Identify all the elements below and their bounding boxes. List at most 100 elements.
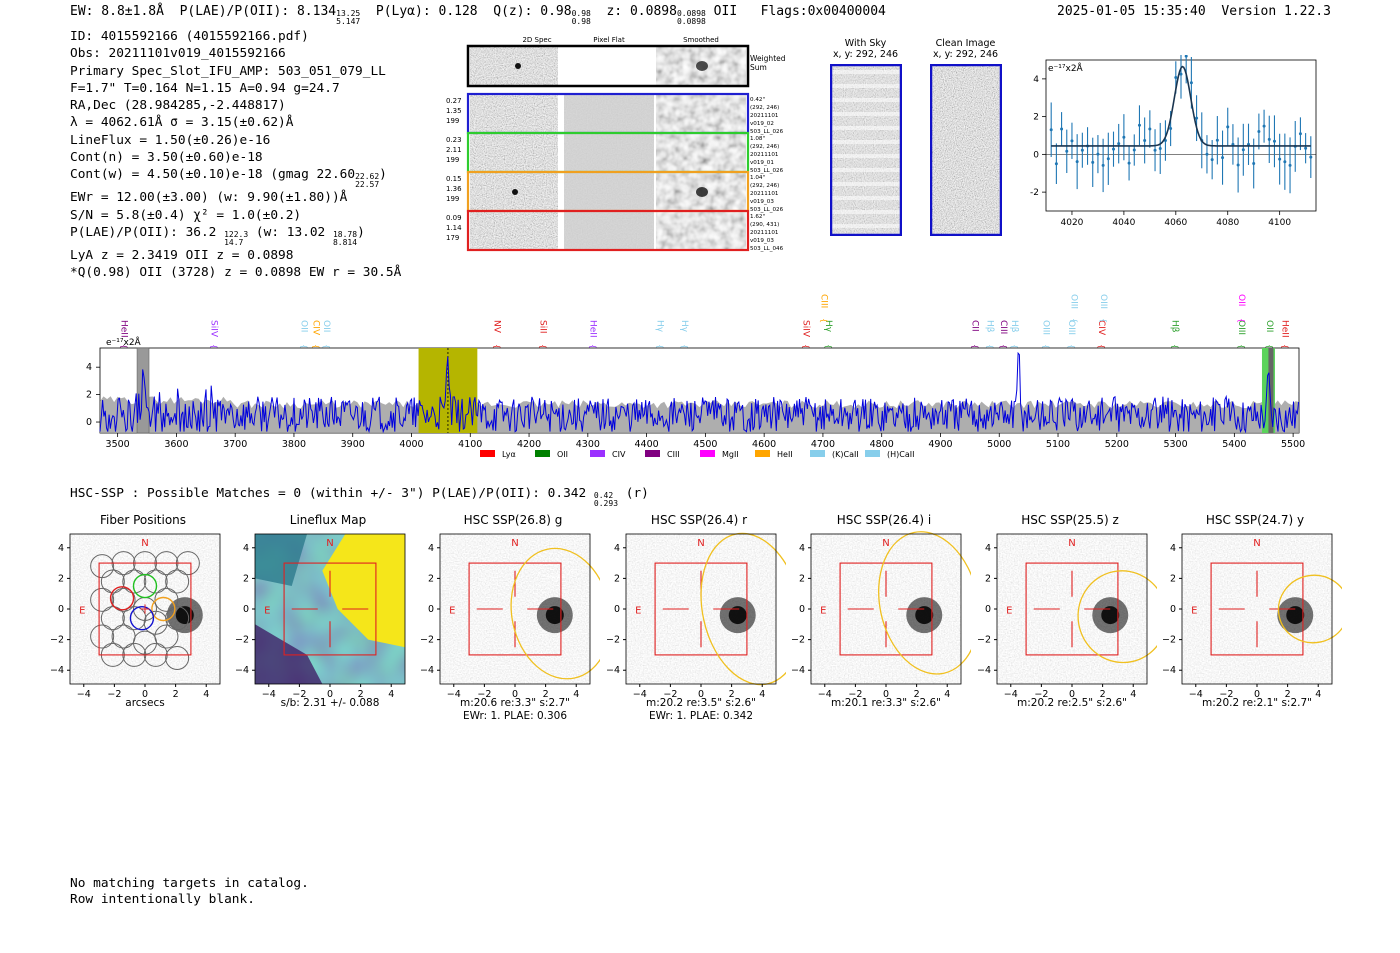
- galaxy-core: [1101, 606, 1120, 625]
- legend-label: CIII: [667, 450, 680, 459]
- cutout-y-tick: −2: [50, 635, 64, 646]
- galaxy-core: [1286, 606, 1305, 625]
- sky-fiber-stripe: [830, 140, 902, 144]
- cutout-y-tick: 4: [58, 543, 64, 554]
- spectral-line-label: OIII {: [1040, 320, 1050, 349]
- plae-hi: 13.25: [336, 9, 361, 18]
- clean-title-text: Clean Image: [935, 38, 996, 49]
- cutout-caption-line: m:20.2 re:3.5" s:2.6": [646, 697, 756, 709]
- zoom-point: [1075, 160, 1079, 164]
- stamp-meta: v019_01: [750, 160, 774, 166]
- info-plae-hi: 122.3: [224, 229, 249, 239]
- with-sky-image: [830, 64, 902, 236]
- qz-hi: 0.98: [571, 9, 591, 18]
- galaxy-core: [175, 606, 194, 625]
- galaxy-core: [728, 606, 747, 625]
- cutout-panel: N E −4 −2 0 2 4 4 2 0 −2 −4: [606, 532, 786, 698]
- fiber-blue: [129, 605, 155, 631]
- line-label-bracket: {: [1237, 344, 1246, 349]
- line-label-text: OIII: [1236, 320, 1246, 335]
- legend-swatch: [700, 450, 715, 457]
- search-box: [98, 562, 192, 656]
- catalog-ellipse: [510, 547, 600, 680]
- info-plae: P(LAE)/P(OII): 36.2 122.3 14.7 (w: 13.02 …: [70, 224, 401, 247]
- sky-fiber-stripe: [830, 224, 902, 228]
- cutout-caption-line: m:20.1 re:3.3" s:2.6": [831, 697, 941, 709]
- cutout-x-tick: −4: [447, 689, 461, 698]
- stamp-value: 0.23: [446, 136, 462, 144]
- col-flat-title: Pixel Flat: [593, 36, 625, 44]
- cutout-y-tick: 0: [614, 604, 620, 615]
- stamp-row: 0.23 2.11 199 1.08" (292, 246) 20211101 v019_0…: [446, 131, 784, 174]
- cutout-caption-line: m:20.6 re:3.3" s:2.7": [460, 697, 570, 709]
- info-ewr: EWr = 12.00(±3.00) (w: 9.90(±1.80))Å: [70, 190, 348, 206]
- cutout-x-tick: −2: [477, 689, 491, 698]
- fiber-red: [109, 586, 135, 611]
- cutout-x-tick: 2: [914, 689, 920, 698]
- line-label-bracket: {: [1237, 318, 1246, 323]
- clean-image: [930, 64, 1002, 236]
- legend-swatch: [535, 450, 550, 457]
- cutout-y-tick: −2: [606, 635, 620, 646]
- spectral-line-label: Hγ {: [655, 320, 665, 349]
- info-contw: Cont(w) = 4.50(±0.10)e-18 (gmag 22.60 22.…: [70, 166, 401, 189]
- cutout-x-tick: 2: [729, 689, 735, 698]
- galaxy-core: [545, 606, 564, 625]
- stamp-value: 0.15: [446, 175, 462, 183]
- cutout-caption: m:20.2 re:2.1" s:2.7": [1182, 697, 1332, 710]
- spectrum-x-tick: 4300: [576, 439, 600, 450]
- spectrum-x-tick: 3900: [341, 439, 365, 450]
- stamp-meta: v019_03: [750, 199, 774, 205]
- footer-line2: Row intentionally blank.: [70, 891, 255, 907]
- line-label-bracket: {: [680, 344, 689, 349]
- ew-value: EW: 8.8±1.8Å: [70, 4, 164, 19]
- east-label: E: [820, 606, 826, 617]
- line-label-bracket: {: [999, 344, 1008, 349]
- zoom-point: [1049, 128, 1053, 132]
- stamp-row: 0.09 1.14 179 1.62" (290, 431) 20211101 v019_0…: [446, 209, 784, 252]
- line-label-text: CIV: [1096, 320, 1106, 336]
- cutout-x-tick: 4: [203, 689, 209, 698]
- header-datetime: 2025-01-05 15:35:40 Version 1.22.3: [1057, 4, 1331, 19]
- zoom-point: [1283, 160, 1287, 164]
- line-label-bracket: {: [1067, 344, 1076, 349]
- catalog-ellipse: [1077, 570, 1157, 664]
- line-label-bracket: {: [539, 344, 548, 349]
- line-label-text: Hγ: [823, 320, 833, 333]
- cutout-y-tick: 4: [799, 543, 805, 554]
- cutout-y-tick: 4: [1170, 543, 1176, 554]
- spectrum-x-tick: 3600: [164, 439, 188, 450]
- search-box: [283, 562, 377, 656]
- spectral-line-label: SiII {: [538, 320, 548, 349]
- contw-label: Cont(w) = 4.50(±0.10)e-18 (gmag 22.60: [70, 167, 356, 183]
- spectrum-error-band: [100, 396, 1299, 433]
- spectrum-x-tick: 5500: [1281, 439, 1305, 450]
- spectral-line-label: Hβ {: [1009, 320, 1019, 349]
- stamp-value: 0.09: [446, 214, 462, 222]
- plae-lo: 5.147: [336, 17, 361, 26]
- north-label: N: [697, 538, 704, 549]
- zoom-unit: e⁻¹⁷x2Å: [1048, 62, 1084, 74]
- with-sky-coords: x, y: 292, 246: [832, 49, 899, 60]
- line-label-bracket: {: [971, 344, 980, 349]
- spectrum-unit: e⁻¹⁷x2Å: [106, 336, 142, 348]
- cutout-x-tick: 0: [883, 689, 889, 698]
- cutout-panel: N E −4 −2 0 2 4 4 2 0 −2 −4: [50, 533, 221, 698]
- stamp-meta: 503_LL_026: [750, 168, 784, 174]
- cutout-x-tick: −4: [633, 689, 647, 698]
- line-label-text: OII: [321, 320, 331, 332]
- north-label: N: [882, 538, 889, 549]
- cutout-y-tick: 0: [243, 604, 249, 615]
- stamp-meta: 1.04": [750, 175, 765, 181]
- cutout-caption: s/b: 2.31 +/- 0.088: [255, 697, 405, 710]
- spectrum-x-tick: 4900: [928, 439, 952, 450]
- stamp-value: 2.11: [446, 146, 462, 154]
- weighted-label-1: Weighted: [750, 54, 786, 63]
- fiber-circle: [165, 606, 190, 631]
- line-label-text: Hγ: [655, 320, 665, 333]
- sky-fiber-stripe: [830, 70, 902, 74]
- line-label-bracket: {: [311, 344, 320, 349]
- legend-swatch: [755, 450, 770, 457]
- fiber-circle: [90, 624, 115, 649]
- zoom-point: [1272, 139, 1276, 143]
